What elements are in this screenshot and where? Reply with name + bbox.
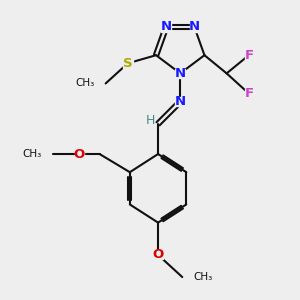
Bar [154, 250, 163, 259]
Text: O: O [74, 148, 85, 160]
Text: O: O [152, 248, 164, 261]
Text: CH₃: CH₃ [23, 149, 42, 159]
Text: N: N [175, 67, 186, 80]
Text: S: S [123, 57, 133, 70]
Text: N: N [189, 20, 200, 34]
Text: CH₃: CH₃ [194, 272, 213, 282]
Bar [123, 58, 133, 68]
Bar [245, 89, 253, 98]
Bar [245, 51, 253, 59]
Bar [176, 68, 185, 78]
Text: N: N [160, 20, 172, 34]
Text: CH₃: CH₃ [75, 78, 94, 88]
Text: F: F [244, 87, 254, 100]
Bar [190, 22, 199, 32]
Bar [161, 22, 171, 32]
Text: F: F [244, 49, 254, 62]
Bar [75, 150, 84, 158]
Text: N: N [175, 95, 186, 108]
Text: H: H [145, 114, 155, 127]
Bar [176, 97, 185, 106]
